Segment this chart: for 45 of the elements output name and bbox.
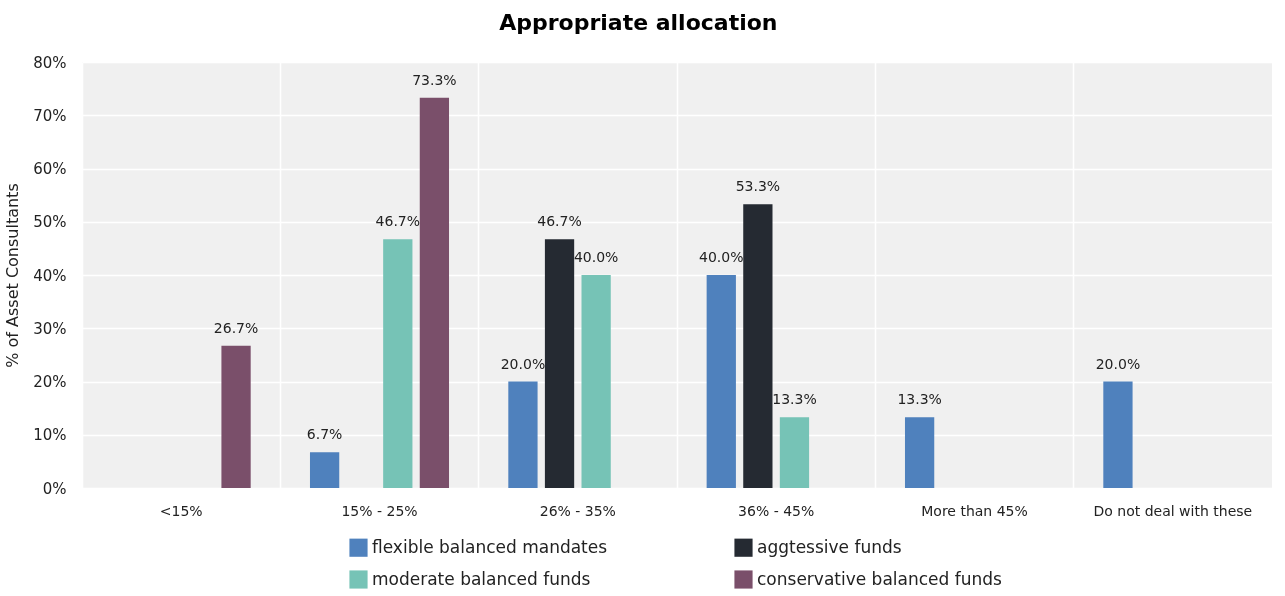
x-tick-label: 15% - 25%	[341, 502, 418, 519]
x-tick-label: <15%	[159, 502, 203, 519]
bar	[743, 204, 773, 488]
bar	[309, 452, 340, 488]
y-tick-label: 50%	[33, 213, 67, 232]
y-tick-label: 30%	[33, 319, 67, 338]
chart-title: Appropriate allocation	[499, 10, 778, 35]
data-label: 40.0%	[573, 249, 619, 265]
data-label: 13.3%	[897, 391, 942, 408]
bar	[904, 417, 935, 488]
data-label: 46.7%	[537, 213, 582, 230]
data-label: 20.0%	[500, 355, 546, 372]
y-tick-label: 70%	[33, 106, 67, 125]
data-label: 20.0%	[1095, 355, 1141, 372]
bar	[383, 239, 413, 488]
legend-label: conservative balanced funds	[757, 568, 1003, 589]
y-tick-label: 0%	[42, 479, 67, 498]
x-tick-label: Do not deal with these	[1093, 502, 1253, 519]
x-tick-label: 36% - 45%	[738, 502, 815, 519]
data-label: 40.0%	[699, 249, 744, 265]
bar	[779, 417, 810, 488]
bar	[419, 97, 450, 488]
legend-label: aggtessive funds	[757, 536, 902, 557]
y-tick-label: 10%	[33, 426, 67, 445]
y-tick-label: 40%	[33, 266, 67, 285]
data-label: 53.3%	[735, 178, 781, 195]
data-label: 13.3%	[772, 391, 817, 408]
legend-label: flexible balanced mandates	[372, 536, 608, 557]
data-label: 26.7%	[213, 319, 259, 336]
y-tick-label: 60%	[33, 160, 67, 178]
legend-label: moderate balanced funds	[372, 568, 591, 589]
bar	[221, 345, 251, 488]
bar	[508, 381, 538, 488]
y-tick-label: 80%	[33, 53, 67, 72]
x-tick-label: More than 45%	[921, 502, 1028, 519]
bar	[544, 239, 575, 488]
y-axis-title: % of Asset Consultants	[3, 183, 23, 368]
data-label: 6.7%	[306, 426, 343, 443]
y-tick-label: 20%	[33, 373, 67, 391]
bar	[706, 275, 736, 488]
data-label: 73.3%	[412, 71, 457, 88]
x-tick-label: 26% - 35%	[539, 502, 616, 519]
bar	[581, 275, 611, 488]
data-label: 46.7%	[375, 213, 421, 230]
bar	[1103, 381, 1133, 488]
